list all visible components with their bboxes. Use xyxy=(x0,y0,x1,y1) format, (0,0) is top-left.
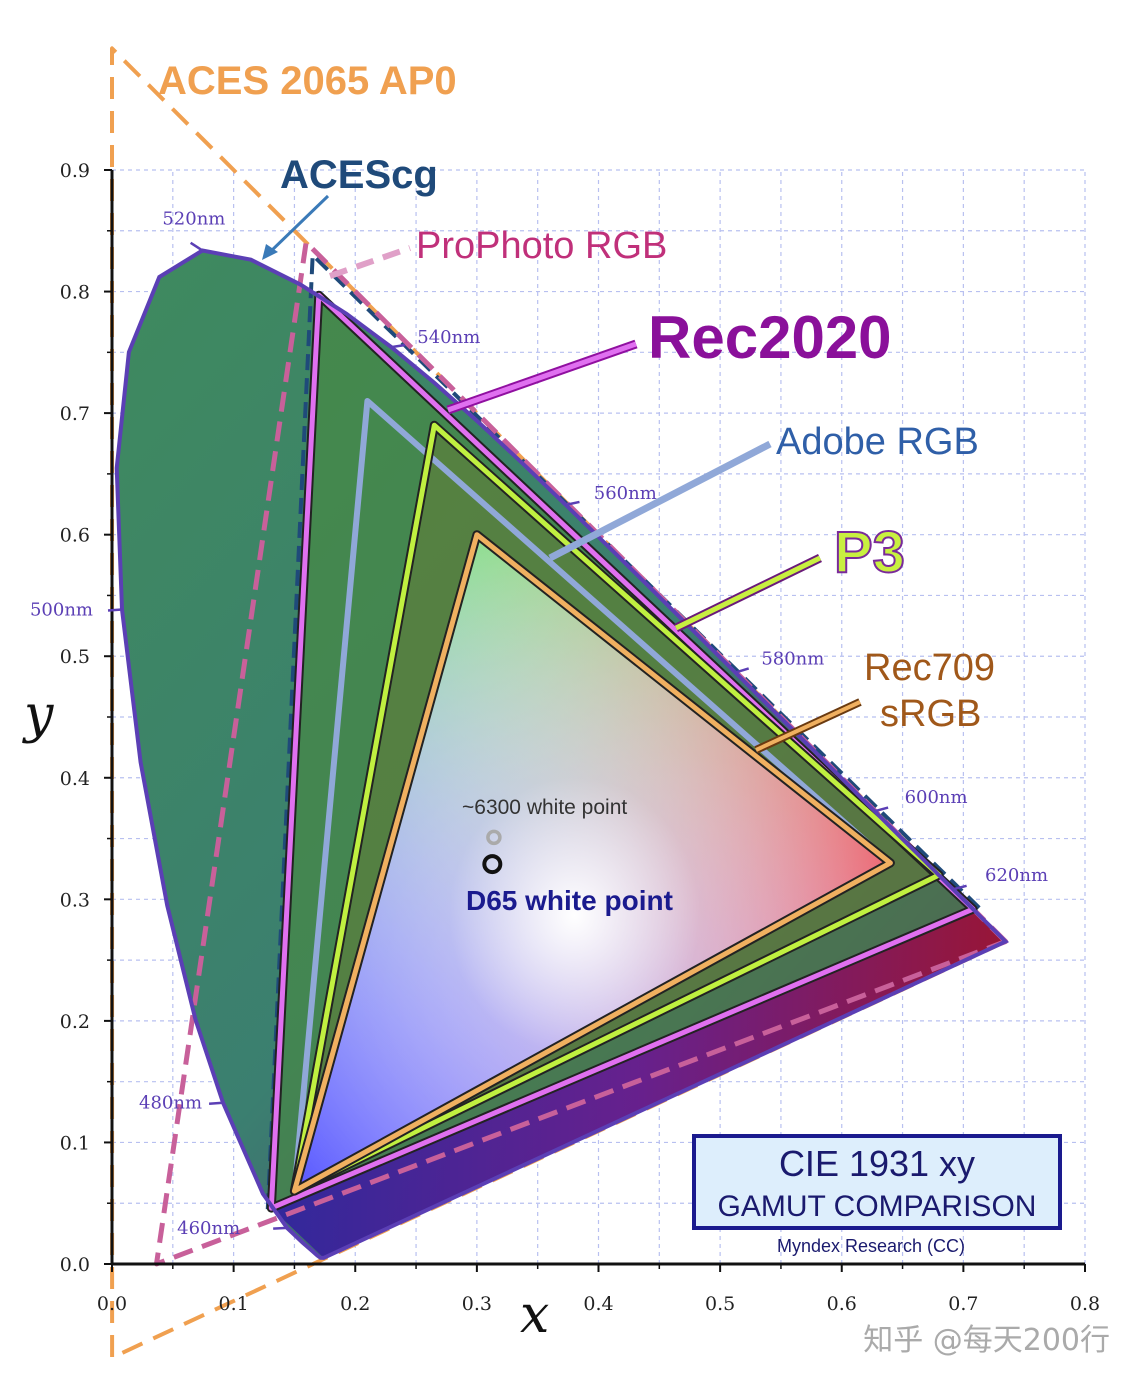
label-rec709: Rec709 xyxy=(864,647,995,689)
gamut-rec709-srgb xyxy=(291,532,893,1194)
wavelength-tick xyxy=(107,608,123,612)
label-aces-ap0: ACES 2065 AP0 xyxy=(158,59,457,103)
wp-6300-marker xyxy=(486,829,502,846)
chart-subtitle: GAMUT COMPARISON xyxy=(718,1190,1037,1223)
x-tick-label: 0.1 xyxy=(219,1293,249,1315)
title-box: CIE 1931 xy GAMUT COMPARISON xyxy=(692,1134,1062,1230)
srgb-white xyxy=(294,534,891,1192)
label-srgb: sRGB xyxy=(880,693,981,735)
wavelength-label: 500nm xyxy=(30,600,93,621)
x-axis-title: x xyxy=(520,1285,549,1345)
label-prophoto: ProPhoto RGB xyxy=(416,225,667,267)
x-tick-label: 0.5 xyxy=(705,1293,735,1315)
y-axis-title: y xyxy=(22,685,54,745)
gamut-p3 xyxy=(291,422,942,1194)
wavelength-tick xyxy=(734,667,750,674)
wp-d65-label: D65 white point xyxy=(466,885,673,916)
x-tick-label: 0.2 xyxy=(340,1293,370,1315)
label-adobe: Adobe RGB xyxy=(776,421,979,463)
wavelength-tick xyxy=(952,884,967,891)
y-tick-label: 0.3 xyxy=(60,889,90,911)
x-tick-label: 0.8 xyxy=(1070,1293,1100,1315)
y-tick-label: 0.5 xyxy=(60,646,90,668)
gamut-outlines xyxy=(110,46,1010,1360)
wavelength-label: 480nm xyxy=(139,1093,202,1114)
wavelength-tick xyxy=(391,343,406,349)
y-tick-label: 0.4 xyxy=(60,768,90,790)
x-tick-label: 0.6 xyxy=(827,1293,857,1315)
y-tick-label: 0.0 xyxy=(60,1254,90,1276)
locus-outline xyxy=(114,248,1010,1260)
y-tick-label: 0.2 xyxy=(60,1011,90,1033)
wavelength-label: 540nm xyxy=(417,327,480,348)
axes: 0.0 0.1 0.2 0.3 0.4 0.5 0.6 0.7 0.8 0.0 0.1 0.2 0.3 0… xyxy=(60,160,1100,1315)
wavelength-tick xyxy=(565,500,580,507)
label-rec2020: Rec2020 xyxy=(648,304,892,371)
label-acescg: ACEScg xyxy=(280,153,438,197)
wavelength-label: 520nm xyxy=(162,208,225,229)
wavelength-tick xyxy=(273,1226,288,1230)
wavelength-tick xyxy=(189,241,204,252)
chart-title: CIE 1931 xy xyxy=(779,1143,975,1184)
x-tick-label: 0.3 xyxy=(462,1293,492,1315)
watermark: 知乎 @每天200行 xyxy=(863,1323,1110,1358)
gamut-rec2020 xyxy=(268,292,976,1211)
wavelength-label: 620nm xyxy=(985,865,1048,886)
x-tick-label: 0.4 xyxy=(583,1293,613,1315)
wavelength-label: 580nm xyxy=(761,649,824,670)
y-tick-label: 0.7 xyxy=(60,403,90,425)
y-tick-label: 0.6 xyxy=(60,525,90,547)
wp-d65-marker xyxy=(482,854,503,875)
wavelength-labels: 460nm 480nm 500nm 520nm 540nm 560nm 580nm 600nm… xyxy=(30,208,1048,1238)
wavelength-tick xyxy=(208,1101,224,1105)
wavelength-label: 560nm xyxy=(594,483,657,504)
wavelength-label: 460nm xyxy=(177,1218,240,1239)
x-tick-label: 0.0 xyxy=(97,1293,127,1315)
wavelength-tick xyxy=(874,806,889,813)
y-tick-label: 0.8 xyxy=(60,282,90,304)
label-p3: P3 xyxy=(834,520,905,585)
leader-lines xyxy=(262,194,862,754)
chart-credit: Myndex Research (CC) xyxy=(777,1236,965,1256)
y-tick-label: 0.9 xyxy=(60,160,90,182)
y-tick-label: 0.1 xyxy=(60,1132,90,1154)
wavelength-label: 600nm xyxy=(905,787,968,808)
wp-6300-label: ~6300 white point xyxy=(462,796,627,819)
x-tick-label: 0.7 xyxy=(948,1293,978,1315)
white-points xyxy=(482,829,503,875)
